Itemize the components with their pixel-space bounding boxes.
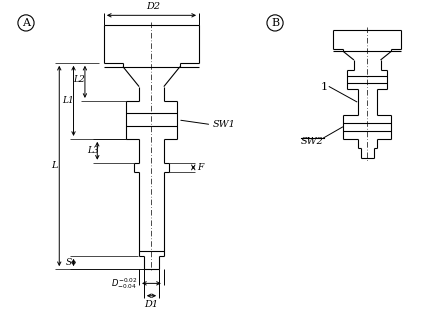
Text: F: F	[197, 163, 203, 172]
Text: 1: 1	[321, 81, 328, 92]
Text: L: L	[51, 161, 58, 170]
Text: D2: D2	[146, 2, 160, 11]
Text: L2: L2	[73, 76, 85, 85]
Text: A: A	[22, 18, 30, 28]
Text: S: S	[66, 258, 72, 267]
Text: B: B	[271, 18, 279, 28]
Text: L1: L1	[62, 96, 74, 105]
Text: D1: D1	[144, 299, 159, 309]
Text: SW2: SW2	[301, 137, 324, 146]
Text: L3: L3	[87, 146, 99, 155]
Text: $D^{-0.02}_{-0.04}$: $D^{-0.02}_{-0.04}$	[111, 276, 137, 291]
Text: SW1: SW1	[212, 120, 235, 129]
